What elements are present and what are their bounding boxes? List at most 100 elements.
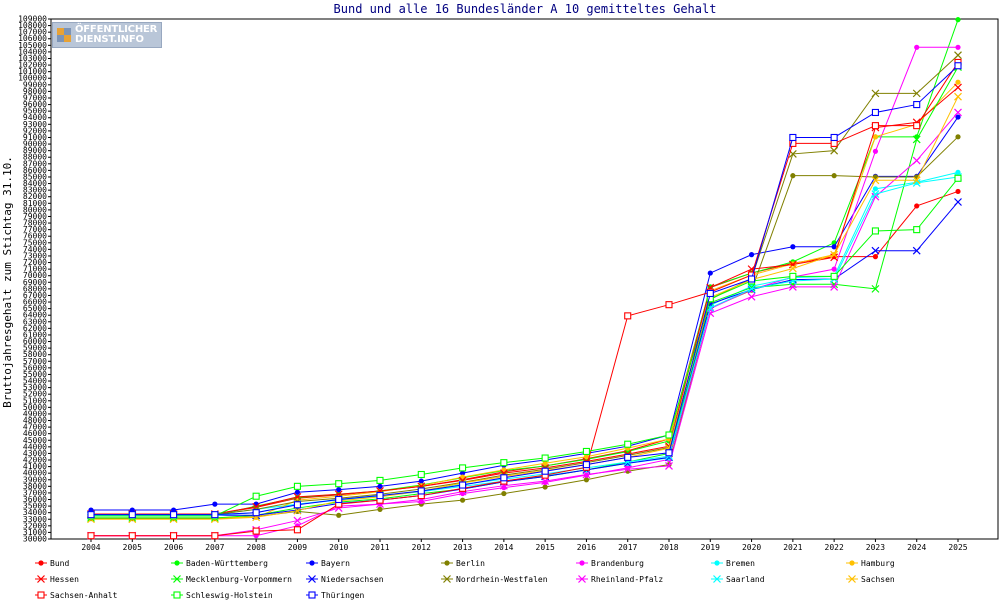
- y-tick-label: 82000: [23, 192, 47, 201]
- data-point: [955, 169, 961, 175]
- data-point: [459, 470, 466, 476]
- data-point: [871, 284, 880, 293]
- x-tick-label: 2018: [659, 543, 678, 552]
- x-tick-label: 2007: [205, 543, 224, 552]
- plot-area: [50, 18, 999, 540]
- data-point: [955, 79, 961, 85]
- data-point: [417, 487, 425, 495]
- data-point: [830, 250, 839, 259]
- legend-label: Sachsen: [861, 575, 895, 584]
- x-tick-label: 2015: [536, 543, 555, 552]
- data-point: [500, 474, 508, 482]
- y-tick-label: 92000: [23, 126, 47, 135]
- data-point: [128, 532, 136, 540]
- data-point: [542, 460, 548, 466]
- y-tick-label: 79000: [23, 212, 47, 221]
- y-tick-label: 46000: [23, 429, 47, 438]
- y-tick-label: 62000: [23, 324, 47, 333]
- legend-item: Bund: [35, 559, 69, 568]
- data-point: [377, 506, 383, 512]
- data-point: [293, 516, 302, 525]
- y-tick-label: 63000: [23, 317, 47, 326]
- y-tick-label: 109000: [18, 15, 47, 24]
- data-point: [871, 246, 880, 255]
- data-point: [624, 440, 632, 448]
- data-point: [790, 173, 796, 179]
- x-tick-label: 2004: [81, 543, 100, 552]
- y-tick-label: 78000: [23, 219, 47, 228]
- data-point: [706, 289, 714, 298]
- y-tick-label: 43000: [23, 449, 47, 458]
- data-point: [376, 492, 384, 500]
- data-point: [377, 483, 383, 489]
- series-line: [91, 62, 959, 537]
- y-tick-label: 86000: [23, 166, 47, 175]
- y-tick-label: 50000: [23, 403, 47, 412]
- y-tick-label: 81000: [23, 199, 47, 208]
- series-4: [88, 44, 961, 539]
- series-line: [91, 96, 959, 520]
- data-point: [624, 312, 632, 320]
- data-point: [871, 89, 880, 98]
- data-point: [665, 301, 673, 309]
- data-point: [788, 264, 797, 273]
- data-point: [623, 459, 632, 468]
- legend-marker: [443, 575, 451, 583]
- data-point: [293, 506, 302, 515]
- data-point: [912, 156, 921, 165]
- legend-marker: [849, 560, 855, 566]
- series-line: [91, 19, 959, 516]
- data-point: [336, 512, 342, 518]
- data-point: [912, 176, 921, 185]
- legend-label: Schleswig-Holstein: [186, 591, 273, 600]
- data-point: [871, 122, 879, 130]
- y-tick-label: 71000: [23, 265, 47, 274]
- data-point: [789, 133, 797, 142]
- y-tick-label: 32000: [23, 521, 47, 530]
- y-tick-label: 38000: [23, 482, 47, 491]
- legend-label: Saarland: [726, 575, 765, 584]
- series-line: [91, 177, 959, 517]
- legend-item: Hessen: [35, 575, 79, 584]
- y-tick-label: 104000: [18, 47, 47, 56]
- y-tick-label: 31000: [23, 528, 47, 537]
- data-point: [376, 476, 384, 484]
- data-point: [87, 511, 95, 519]
- series-16: [87, 62, 962, 519]
- y-tick-label: 70000: [23, 271, 47, 280]
- x-tick-label: 2017: [618, 543, 637, 552]
- y-tick-label: 91000: [23, 133, 47, 142]
- data-point: [541, 477, 550, 486]
- x-tick-label: 2009: [288, 543, 307, 552]
- data-point: [955, 188, 961, 195]
- x-tick-label: 2005: [123, 543, 142, 552]
- x-tick-label: 2023: [866, 543, 885, 552]
- y-tick-label: 64000: [23, 311, 47, 320]
- series-line: [91, 176, 959, 516]
- y-tick-label: 108000: [18, 21, 47, 30]
- series-8: [87, 63, 962, 522]
- data-point: [954, 83, 962, 92]
- data-point: [211, 532, 219, 540]
- data-point: [582, 470, 591, 479]
- y-tick-label: 95000: [23, 107, 47, 116]
- y-tick-label: 47000: [23, 423, 47, 432]
- y-tick-label: 55000: [23, 370, 47, 379]
- legend-label: Bremen: [726, 559, 755, 568]
- legend-label: Rheinland-Pfalz: [591, 575, 663, 584]
- series-line: [91, 190, 959, 515]
- data-point: [831, 266, 837, 272]
- y-tick-label: 66000: [23, 298, 47, 307]
- data-point: [623, 465, 632, 474]
- series-1: [88, 17, 961, 518]
- data-point: [913, 226, 921, 234]
- legend-item: Schleswig-Holstein: [171, 591, 273, 600]
- data-point: [872, 254, 879, 260]
- data-point: [500, 459, 508, 467]
- data-point: [87, 532, 95, 540]
- series-line: [91, 65, 959, 516]
- data-point: [955, 17, 961, 23]
- y-tick-label: 67000: [23, 291, 47, 300]
- data-point: [913, 122, 921, 130]
